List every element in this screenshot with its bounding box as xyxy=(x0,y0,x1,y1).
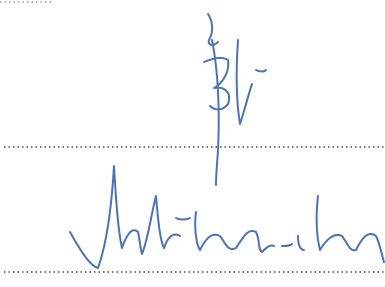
signature-sheet xyxy=(0,0,385,287)
background xyxy=(0,0,385,287)
page: (() => { const data = JSON.parse(documen… xyxy=(0,0,385,287)
